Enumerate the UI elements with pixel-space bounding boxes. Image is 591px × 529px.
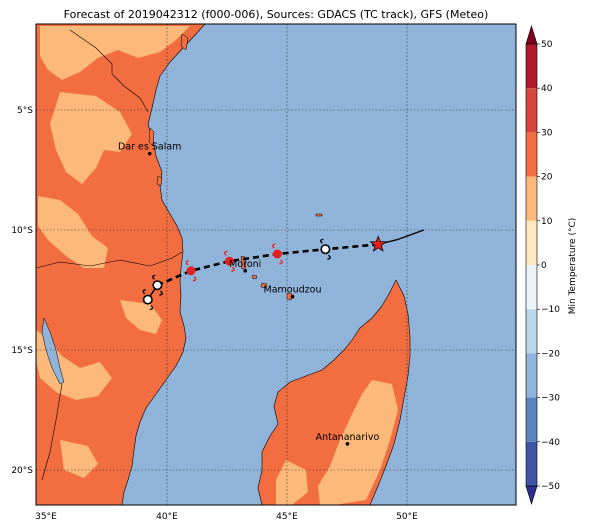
colorbar: 50 40 30 20 10 0 −10 −20 −30 −40 −50 [525, 24, 560, 506]
temp-10-20-zone [318, 380, 398, 505]
colorbar-segment [526, 265, 537, 310]
island-anjouan [260, 282, 268, 289]
cyclone-arm [142, 288, 146, 295]
cyclone-arm [327, 254, 331, 260]
cyclone-arm [320, 238, 324, 244]
cyclone-arm [152, 274, 156, 280]
city-label: Mamoudzou [264, 285, 322, 296]
cyclone-arm [192, 276, 197, 282]
island [156, 175, 163, 187]
colorbar-arrow-bottom [525, 485, 538, 506]
colorbar-segment [526, 44, 537, 89]
x-tick-label: 45°E [276, 512, 298, 522]
colorbar-segment [526, 88, 537, 133]
y-tick-label: 15°S [11, 346, 33, 356]
y-tick-label: 20°S [11, 466, 33, 476]
depression-icon [152, 280, 163, 291]
colorbar-segment [526, 353, 537, 398]
colorbar-segment [526, 132, 537, 177]
colorbar-tick-label: −10 [541, 305, 560, 315]
country-border [36, 251, 183, 269]
colorbar-tick-label: 10 [541, 217, 553, 227]
cyclone-arm [149, 305, 154, 311]
country-border [69, 29, 149, 113]
lake-malawi [41, 317, 65, 385]
tropical-storm-icon [272, 249, 282, 259]
colorbar-tick-label: 30 [541, 128, 553, 138]
colorbar-tick-label: 20 [541, 173, 553, 183]
temp-10-20-zone [40, 26, 190, 80]
track-line-dashed [156, 243, 379, 287]
city-dot [243, 269, 248, 273]
city-label: Moroni [229, 259, 261, 270]
city-label: Dar es Salam [118, 142, 181, 153]
temp-10-20-zone [60, 440, 98, 478]
city-dot [290, 294, 295, 299]
island [180, 33, 189, 51]
cyclone-arm [185, 260, 190, 266]
colorbar-tick-label: −30 [541, 394, 560, 404]
x-tick-label: 50°E [396, 512, 418, 522]
current-position-star-icon [369, 235, 387, 252]
cyclone-arm [224, 250, 228, 256]
colorbar-tick-label: −50 [541, 482, 560, 492]
cyclone-arm [231, 266, 235, 272]
depression-icon [320, 244, 331, 255]
y-tick-label: 5°S [17, 106, 33, 116]
tropical-storm-icon [186, 266, 196, 276]
colorbar-tick-label: −20 [541, 349, 560, 359]
x-tick-label: 40°E [156, 512, 178, 522]
x-tick-label: 35°E [35, 512, 57, 522]
colorbar-tick-label: −40 [541, 438, 560, 448]
colorbar-segment [526, 176, 537, 221]
temp-10-20-zone [50, 92, 132, 184]
temp-10-20-zone [276, 460, 308, 505]
colorbar-segment [526, 309, 537, 354]
temp-10-20-zone [38, 196, 108, 268]
colorbar-segment [526, 220, 537, 265]
city-dot [345, 442, 350, 446]
colorbar-tick-label: 40 [541, 84, 553, 94]
colorbar-segment [526, 397, 537, 442]
colorbar-tick-label: 50 [541, 40, 553, 50]
country-border [41, 383, 63, 481]
cyclone-arm [159, 290, 163, 296]
depression-icon [142, 294, 153, 305]
map-frame [35, 23, 517, 506]
island-small [315, 213, 323, 217]
cyclone-arm [272, 243, 276, 249]
y-tick-label: 10°S [11, 226, 33, 236]
city-dot [147, 151, 152, 156]
cyclone-track [142, 229, 425, 311]
map-title: Forecast of 2019042312 (f000-006), Sourc… [63, 8, 489, 21]
city-label: Antananarivo [316, 432, 380, 443]
colorbar-arrow-top [525, 24, 538, 45]
colorbar-segment [526, 441, 537, 486]
tropical-storm-icon [224, 256, 234, 266]
colorbar-label: Min Temperature (°C) [568, 218, 578, 315]
island-moheli [251, 274, 258, 280]
city-markers: Dar es Salam Moroni Mamoudzou Antananarivo [118, 142, 380, 446]
colorbar-tick-label: 0 [541, 261, 547, 271]
island [148, 127, 155, 147]
cyclone-arm [279, 259, 283, 265]
graticule [36, 24, 516, 505]
map-area: Dar es Salam Moroni Mamoudzou Antananarivo [36, 24, 516, 505]
